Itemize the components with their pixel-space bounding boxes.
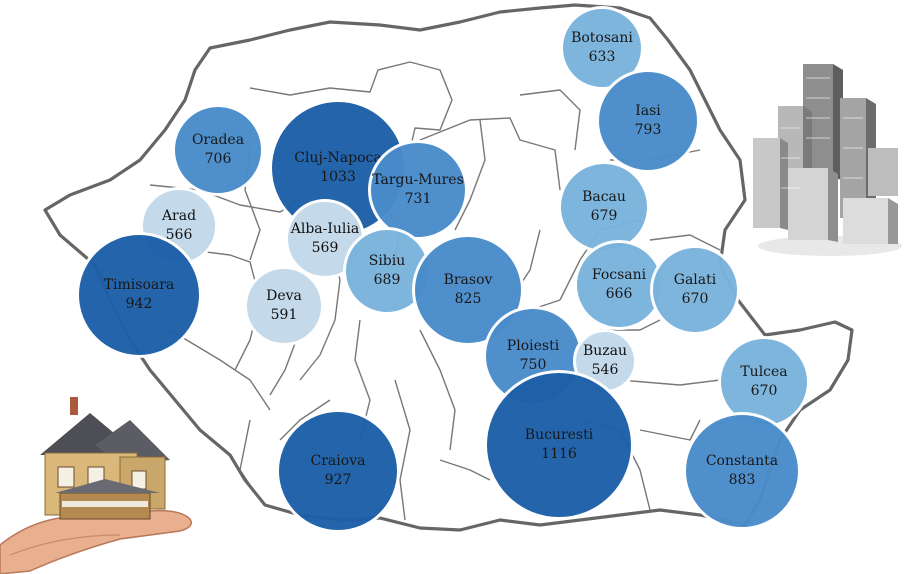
city-value: 1116 xyxy=(541,446,577,462)
house-on-hand-icon xyxy=(0,397,192,574)
city-bubble-bucuresti: Bucuresti 1116 xyxy=(484,370,634,520)
city-value: 666 xyxy=(605,286,633,302)
city-value: 750 xyxy=(519,357,547,373)
city-name: Targu-Mures xyxy=(372,172,464,188)
city-name: Botosani xyxy=(571,30,633,46)
city-name: Iasi xyxy=(635,103,661,119)
city-bubble-craiova: Craiova 927 xyxy=(276,409,400,533)
city-bubble-constanta: Constanta 883 xyxy=(683,412,801,530)
city-name: Brasov xyxy=(443,272,493,288)
city-value: 883 xyxy=(728,472,756,488)
city-bubble-bacau: Bacau 679 xyxy=(558,161,650,253)
city-value: 927 xyxy=(324,472,352,488)
city-bubble-targu-mures: Targu-Mures 731 xyxy=(368,140,468,240)
city-name: Arad xyxy=(161,208,197,224)
city-value: 731 xyxy=(404,191,432,207)
city-name: Ploiesti xyxy=(506,338,560,354)
city-name: Cluj-Napoca xyxy=(294,150,382,166)
city-value: 670 xyxy=(750,383,778,399)
city-value: 546 xyxy=(591,362,619,378)
city-name: Timisoara xyxy=(103,277,175,293)
city-value: 591 xyxy=(270,307,298,323)
city-value: 689 xyxy=(373,272,401,288)
city-name: Deva xyxy=(266,288,302,304)
city-value: 679 xyxy=(590,208,618,224)
city-name: Bacau xyxy=(582,189,626,205)
city-value: 706 xyxy=(204,151,232,167)
city-name: Constanta xyxy=(705,453,779,469)
city-value: 566 xyxy=(165,227,193,243)
city-name: Alba-Iulia xyxy=(290,221,360,237)
city-name: Focsani xyxy=(591,267,647,283)
city-bubble-iasi: Iasi 793 xyxy=(596,69,700,173)
city-name: Oradea xyxy=(191,132,245,148)
city-value: 793 xyxy=(634,122,662,138)
city-bubble-botosani: Botosani 633 xyxy=(560,6,644,90)
city-value: 569 xyxy=(311,240,339,256)
city-name: Tulcea xyxy=(740,364,788,380)
city-bubble-timisoara: Timisoara 942 xyxy=(76,232,202,358)
city-value: 670 xyxy=(681,291,709,307)
city-name: Craiova xyxy=(310,453,366,469)
city-name: Bucuresti xyxy=(524,427,594,443)
city-name: Buzau xyxy=(582,343,628,359)
city-bubble-deva: Deva 591 xyxy=(244,266,324,346)
city-value: 633 xyxy=(588,49,616,65)
city-name: Galati xyxy=(673,272,717,288)
city-value: 942 xyxy=(125,296,153,312)
city-value: 825 xyxy=(454,291,482,307)
city-value: 1033 xyxy=(320,169,356,185)
city-bubble-oradea: Oradea 706 xyxy=(172,104,264,196)
city-bubble-focsani: Focsani 666 xyxy=(574,240,664,330)
city-bubble-galati: Galati 670 xyxy=(650,245,740,335)
city-name: Sibiu xyxy=(368,253,406,269)
skyscrapers-icon xyxy=(753,64,902,256)
